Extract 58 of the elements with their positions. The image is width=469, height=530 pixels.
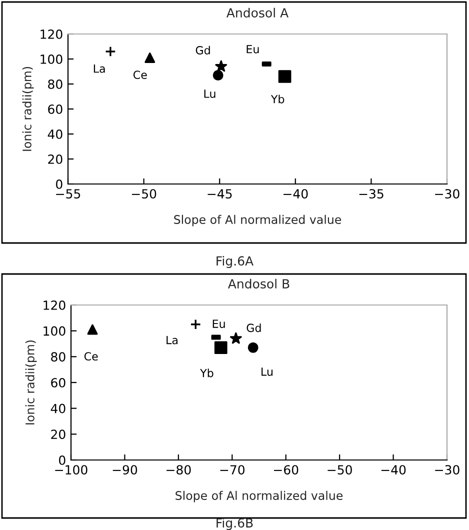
caption: Fig.6A bbox=[216, 256, 254, 268]
series-label: Gd bbox=[196, 46, 210, 54]
series-label: Gd bbox=[246, 323, 261, 332]
x-tick-label: −100 bbox=[55, 465, 88, 475]
x-tick-label: −70 bbox=[220, 465, 244, 475]
y-tick-label: 20 bbox=[51, 430, 66, 440]
y-tick-label: 0 bbox=[56, 179, 62, 189]
point bbox=[144, 52, 156, 63]
series-label: La bbox=[166, 336, 178, 344]
x-tick-label: −50 bbox=[328, 465, 352, 475]
y-tick-label: 80 bbox=[51, 352, 66, 362]
x-tick-label: −90 bbox=[112, 465, 138, 475]
series-label: Eu bbox=[246, 45, 259, 54]
point bbox=[230, 332, 242, 344]
x-tick-label: −50 bbox=[132, 189, 156, 199]
y-tick-label: 40 bbox=[48, 129, 62, 139]
series-label: Yb bbox=[270, 94, 284, 104]
point bbox=[212, 70, 224, 80]
chart-title: Andosol A bbox=[226, 8, 289, 18]
point bbox=[190, 318, 202, 330]
y-axis-title: Ionic radii(pm) bbox=[22, 66, 34, 151]
x-tick-label: −40 bbox=[381, 465, 406, 475]
point bbox=[278, 70, 292, 83]
y-tick-label: 60 bbox=[48, 104, 62, 114]
x-axis-title: Slope of Al normalized value bbox=[176, 490, 343, 502]
y-axis-title: Ionic radii(pm) bbox=[25, 340, 37, 424]
y-tick-label: 60 bbox=[51, 378, 66, 388]
point bbox=[104, 46, 116, 57]
point bbox=[214, 341, 228, 354]
series-label: La bbox=[94, 64, 105, 73]
x-tick-label: −45 bbox=[208, 189, 232, 199]
point bbox=[215, 60, 228, 72]
y-tick-label: 100 bbox=[44, 326, 66, 336]
series-label: Ce bbox=[133, 70, 147, 80]
series-label: Ce bbox=[84, 352, 98, 361]
series-label: Yb bbox=[200, 368, 214, 378]
series-label: Lu bbox=[262, 368, 272, 376]
y-tick-label: 20 bbox=[48, 154, 62, 164]
x-tick-label: −30 bbox=[435, 465, 460, 475]
series-label: Lu bbox=[204, 90, 216, 98]
chart-title: Andosol B bbox=[228, 278, 290, 289]
y-tick-label: 40 bbox=[50, 404, 66, 414]
y-tick-label: 80 bbox=[48, 79, 62, 89]
x-tick-label: −30 bbox=[435, 189, 460, 199]
x-tick-label: −35 bbox=[359, 189, 384, 199]
x-tick-label: −40 bbox=[284, 189, 308, 199]
point bbox=[248, 342, 258, 353]
y-tick-label: 120 bbox=[44, 300, 66, 310]
y-tick-label: 120 bbox=[40, 29, 62, 39]
point bbox=[87, 324, 98, 335]
x-tick-label: −55 bbox=[56, 189, 80, 199]
caption: Fig.6B bbox=[216, 518, 253, 530]
x-axis-title: Slope of Al normalized value bbox=[174, 214, 342, 226]
x-tick-label: −80 bbox=[166, 465, 191, 475]
y-tick-label: 100 bbox=[40, 54, 62, 64]
y-tick-label: 0 bbox=[59, 455, 66, 465]
series-label: Eu bbox=[212, 320, 225, 328]
x-tick-label: −60 bbox=[274, 465, 298, 475]
